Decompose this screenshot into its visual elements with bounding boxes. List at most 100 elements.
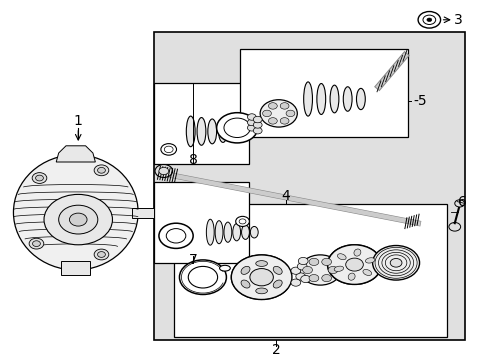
Ellipse shape — [219, 265, 230, 271]
Ellipse shape — [255, 288, 267, 294]
Circle shape — [94, 249, 108, 260]
Ellipse shape — [329, 85, 338, 113]
Circle shape — [94, 165, 108, 176]
Circle shape — [422, 15, 435, 24]
Text: -5: -5 — [412, 94, 426, 108]
Circle shape — [253, 122, 262, 128]
Circle shape — [155, 165, 172, 177]
Bar — [154, 32, 464, 340]
Polygon shape — [56, 146, 95, 162]
Text: 2: 2 — [271, 343, 280, 357]
Circle shape — [308, 258, 318, 265]
Circle shape — [321, 258, 331, 265]
Ellipse shape — [347, 273, 354, 280]
Circle shape — [302, 266, 312, 274]
Circle shape — [372, 246, 419, 280]
Bar — [154, 83, 249, 164]
Circle shape — [327, 245, 381, 284]
Circle shape — [216, 113, 257, 143]
Text: 4: 4 — [281, 189, 290, 203]
Circle shape — [285, 110, 294, 117]
Ellipse shape — [218, 121, 227, 143]
Ellipse shape — [206, 219, 214, 245]
Circle shape — [290, 267, 300, 274]
Circle shape — [36, 175, 43, 181]
Circle shape — [295, 273, 305, 280]
Circle shape — [188, 266, 217, 288]
Circle shape — [164, 146, 173, 153]
Circle shape — [280, 103, 288, 109]
Ellipse shape — [362, 269, 371, 275]
Circle shape — [33, 241, 41, 247]
Circle shape — [247, 125, 256, 131]
Ellipse shape — [13, 155, 138, 270]
Circle shape — [247, 114, 256, 120]
Text: 8: 8 — [188, 153, 197, 167]
Circle shape — [29, 238, 44, 249]
Circle shape — [166, 229, 185, 243]
Circle shape — [454, 200, 464, 207]
Circle shape — [297, 263, 306, 270]
Text: 6: 6 — [457, 195, 466, 208]
Ellipse shape — [353, 249, 360, 256]
Ellipse shape — [316, 84, 325, 114]
Circle shape — [59, 205, 98, 234]
Circle shape — [345, 258, 363, 271]
Circle shape — [32, 173, 47, 184]
Circle shape — [247, 119, 256, 126]
Circle shape — [69, 213, 87, 226]
Circle shape — [98, 167, 105, 173]
Ellipse shape — [186, 116, 195, 147]
Ellipse shape — [273, 266, 282, 274]
Bar — [173, 204, 447, 337]
Circle shape — [159, 223, 193, 248]
Ellipse shape — [343, 87, 351, 111]
Circle shape — [253, 127, 262, 134]
Circle shape — [308, 275, 318, 282]
Circle shape — [239, 219, 245, 224]
Circle shape — [426, 18, 431, 22]
Circle shape — [389, 258, 401, 267]
Ellipse shape — [232, 224, 240, 241]
Ellipse shape — [365, 258, 374, 263]
Bar — [239, 49, 407, 137]
Ellipse shape — [241, 280, 249, 288]
Ellipse shape — [207, 119, 216, 144]
Ellipse shape — [241, 225, 249, 239]
Circle shape — [290, 279, 300, 286]
Circle shape — [224, 118, 250, 138]
Text: 1: 1 — [74, 114, 82, 127]
Circle shape — [235, 216, 249, 226]
Ellipse shape — [197, 117, 205, 145]
Bar — [154, 182, 249, 263]
Circle shape — [299, 255, 340, 285]
Circle shape — [280, 118, 288, 124]
Text: 3: 3 — [453, 13, 462, 27]
Circle shape — [231, 255, 291, 300]
Ellipse shape — [255, 261, 267, 266]
Ellipse shape — [229, 122, 238, 141]
Ellipse shape — [356, 89, 365, 110]
Text: 7: 7 — [188, 253, 197, 267]
Circle shape — [327, 266, 337, 274]
Ellipse shape — [224, 222, 231, 242]
Circle shape — [448, 222, 460, 231]
Ellipse shape — [333, 266, 343, 271]
Ellipse shape — [250, 226, 258, 238]
Circle shape — [268, 118, 277, 124]
Ellipse shape — [303, 82, 312, 116]
Circle shape — [161, 144, 176, 155]
Circle shape — [298, 257, 307, 265]
Circle shape — [268, 103, 277, 109]
Ellipse shape — [273, 280, 282, 288]
Bar — [132, 208, 154, 218]
Circle shape — [179, 260, 226, 294]
Bar — [61, 261, 90, 275]
Circle shape — [44, 194, 112, 245]
Circle shape — [253, 116, 262, 123]
Circle shape — [159, 167, 168, 175]
Circle shape — [249, 269, 273, 286]
Ellipse shape — [337, 254, 346, 260]
Circle shape — [417, 12, 440, 28]
Ellipse shape — [215, 221, 223, 244]
